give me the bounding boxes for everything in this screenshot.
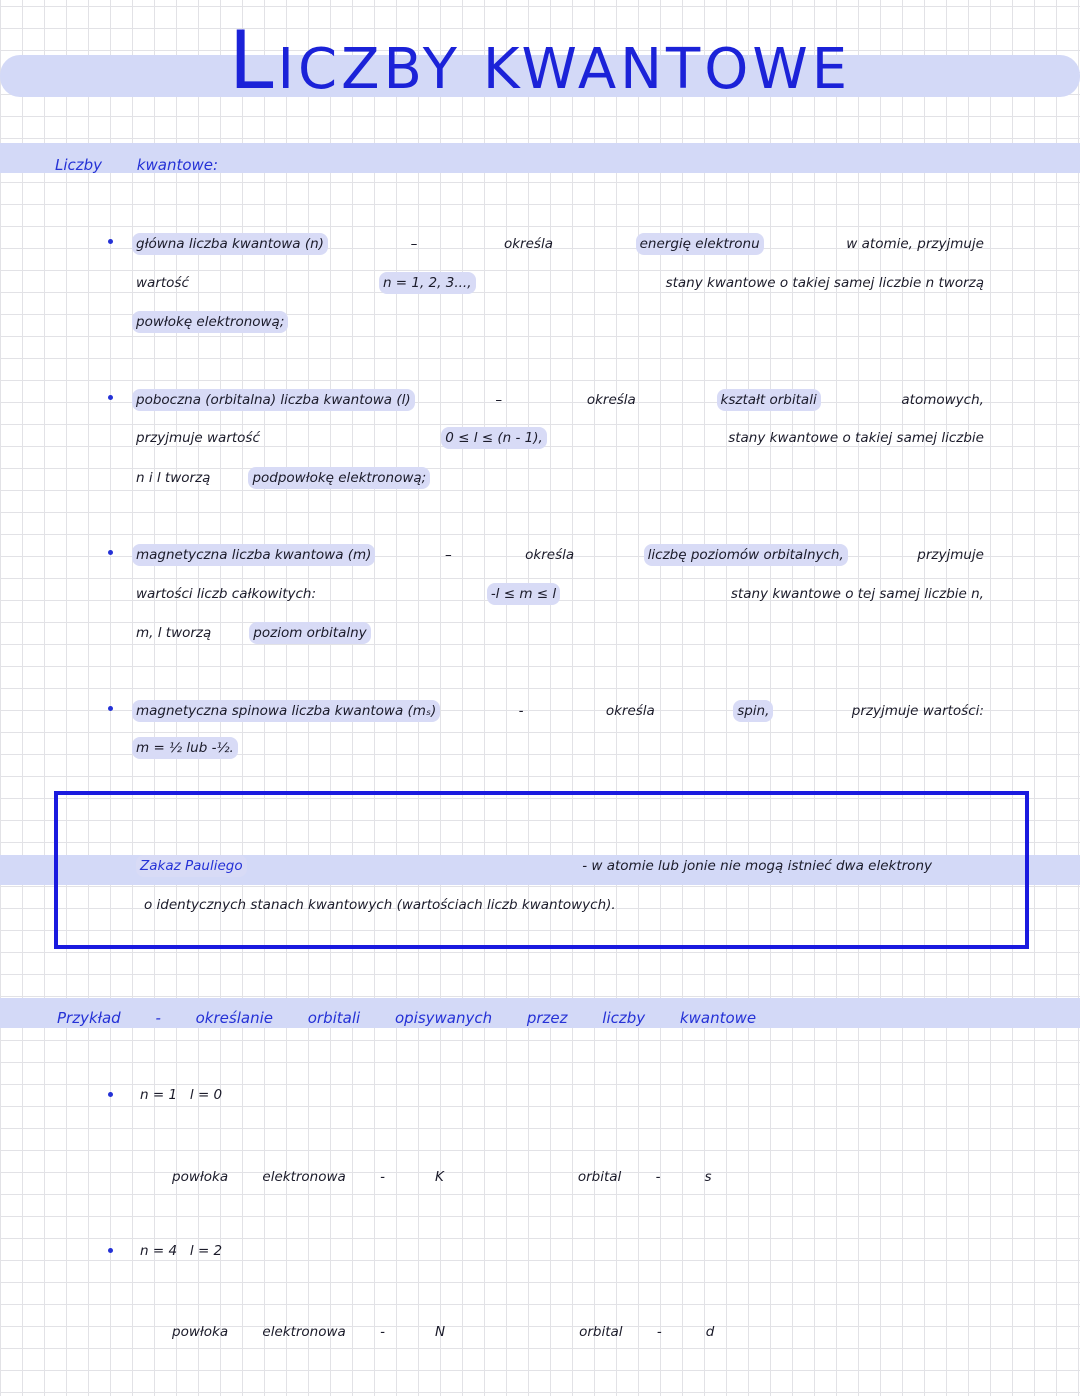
bullet-icon — [108, 706, 113, 711]
highlighted-term: Zakaz Pauliego — [136, 855, 247, 877]
text-segment: - — [518, 703, 524, 719]
text-line: Zakaz Pauliego - w atomie lub jonie nie m… — [136, 855, 936, 877]
highlighted-term: energię elektronu — [635, 233, 764, 255]
shell-label: powłoka elektronowa - — [172, 1324, 385, 1340]
shell: K — [434, 1169, 444, 1185]
highlighted-term: kształt orbitali — [716, 389, 821, 411]
text-segment: n i l tworzą — [136, 470, 211, 486]
highlighted-term: powłokę elektronową; — [132, 311, 289, 333]
highlighted-term: magnetyczna spinowa liczba kwantowa (mₛ) — [132, 700, 441, 722]
example-heading-main: Przykład — [57, 1009, 121, 1027]
text-segment: wartość — [136, 275, 189, 291]
bullet-icon — [108, 1248, 113, 1253]
text-line: poboczna (orbitalna) liczba kwantowa (l)… — [132, 389, 988, 411]
text-segment: – — [495, 392, 503, 408]
section-heading: Liczby kwantowe: — [55, 156, 219, 174]
orbital: d — [705, 1324, 715, 1340]
quantum-values: n = 4 l = 2 — [140, 1243, 223, 1259]
shell: N — [434, 1324, 446, 1340]
text-segment: określa — [525, 547, 575, 563]
text-segment: w atomie, przyjmuje — [846, 236, 984, 252]
text-segment: m, l tworzą — [136, 625, 212, 641]
page-title: LICZBY KWANTOWE — [0, 14, 1080, 107]
section-band — [0, 143, 1080, 173]
example-heading-rest: - określanie orbitali opisywanych przez … — [155, 1009, 757, 1027]
highlighted-term: 0 ≤ l ≤ (n - 1), — [441, 427, 547, 449]
text-segment: przyjmuje wartość — [136, 430, 260, 446]
orbital: s — [704, 1169, 712, 1185]
text-line: n i l tworzą podpowłokę elektronową; — [132, 467, 988, 489]
shell-label: powłoka elektronowa - — [172, 1169, 385, 1185]
highlighted-term: główna liczba kwantowa (n) — [132, 233, 328, 255]
text-segment: o identycznych stanach kwantowych (warto… — [144, 897, 616, 913]
title-band — [0, 55, 1080, 97]
highlighted-term: spin, — [733, 700, 774, 722]
text-segment: określa — [605, 703, 655, 719]
text-line: magnetyczna liczba kwantowa (m) – określa l… — [132, 544, 988, 566]
highlighted-term: liczbę poziomów orbitalnych, — [643, 544, 848, 566]
text-line: wartości liczb całkowitych: -l ≤ m ≤ l sta… — [132, 583, 988, 605]
text-segment: – — [444, 547, 452, 563]
text-line: wartość n = 1, 2, 3..., stany kwantowe o t… — [132, 272, 988, 294]
bullet-icon — [108, 395, 113, 400]
text-segment: stany kwantowe o tej samej liczbie n, — [730, 586, 984, 602]
example-band — [0, 998, 1080, 1028]
pauli-box — [54, 791, 1029, 949]
text-line: przyjmuje wartość 0 ≤ l ≤ (n - 1), stany k… — [132, 427, 988, 449]
text-segment: określa — [586, 392, 636, 408]
quantum-values: n = 1 l = 0 — [140, 1087, 223, 1103]
bullet-icon — [108, 239, 113, 244]
orbital-label: orbital - — [577, 1169, 661, 1185]
highlighted-term: poziom orbitalny — [249, 622, 371, 644]
highlighted-term: podpowłokę elektronową; — [248, 467, 431, 489]
text-segment: wartości liczb całkowitych: — [136, 586, 317, 602]
highlighted-term: n = 1, 2, 3..., — [378, 272, 476, 294]
text-segment: przyjmuje wartości: — [851, 703, 984, 719]
highlighted-term: magnetyczna liczba kwantowa (m) — [132, 544, 376, 566]
highlighted-term: poboczna (orbitalna) liczba kwantowa (l) — [132, 389, 415, 411]
text-line: m, l tworzą poziom orbitalny — [132, 622, 988, 644]
text-line: m = ½ lub -½. — [132, 737, 988, 759]
bullet-icon — [108, 550, 113, 555]
text-segment: przyjmuje — [917, 547, 984, 563]
text-segment: stany kwantowe o takiej samej liczbie n … — [665, 275, 984, 291]
highlighted-term: m = ½ lub -½. — [132, 737, 238, 759]
highlighted-term: -l ≤ m ≤ l — [486, 583, 561, 605]
text-segment: - w atomie lub jonie nie mogą istnieć dw… — [582, 858, 932, 874]
orbital-label: orbital - — [579, 1324, 662, 1340]
text-segment: atomowych, — [901, 392, 984, 408]
text-segment: określa — [503, 236, 553, 252]
text-line: o identycznych stanach kwantowych (warto… — [140, 894, 820, 916]
title-initial: L — [228, 14, 278, 107]
text-segment: – — [410, 236, 418, 252]
title-rest: ICZBY KWANTOWE — [277, 37, 852, 102]
text-line: główna liczba kwantowa (n) – określa energi… — [132, 233, 988, 255]
text-line: magnetyczna spinowa liczba kwantowa (mₛ)… — [132, 700, 988, 722]
example-heading: Przykład - określanie orbitali opisywany… — [57, 1009, 756, 1027]
text-segment: stany kwantowe o takiej samej liczbie — [728, 430, 984, 446]
bullet-icon — [108, 1092, 113, 1097]
text-line: powłokę elektronową; — [132, 311, 988, 333]
